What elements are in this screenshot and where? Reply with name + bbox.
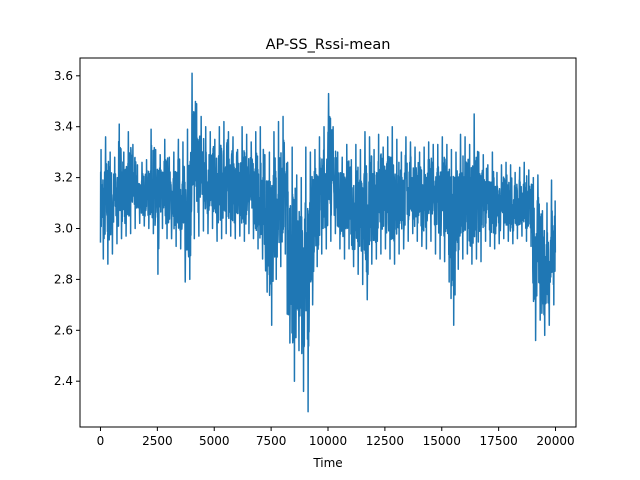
x-tick-label: 20000 — [536, 434, 574, 448]
x-tick-label: 2500 — [142, 434, 173, 448]
y-tick-label: 3.6 — [54, 69, 73, 83]
y-tick-label: 3.2 — [54, 171, 73, 185]
x-axis-label: Time — [312, 456, 342, 470]
y-tick-label: 2.4 — [54, 374, 73, 388]
y-tick-label: 3.0 — [54, 222, 73, 236]
x-tick-label: 17500 — [480, 434, 518, 448]
series-layer — [99, 72, 557, 413]
x-axis: 0 2500 5000 7500 10000 12500 15000 17500 20000 — [97, 427, 575, 448]
series-line-0 — [99, 72, 557, 413]
x-tick-label: 5000 — [199, 434, 230, 448]
x-tick-label: 0 — [97, 434, 105, 448]
x-tick-label: 10000 — [309, 434, 347, 448]
y-tick-label: 2.6 — [54, 323, 73, 337]
x-tick-label: 12500 — [366, 434, 404, 448]
y-axis: 2.4 2.6 2.8 3.0 3.2 3.4 3.6 — [54, 69, 80, 388]
y-tick-label: 2.8 — [54, 272, 73, 286]
y-tick-label: 3.4 — [54, 120, 73, 134]
x-tick-label: 15000 — [423, 434, 461, 448]
chart-title: AP-SS_Rssi-mean — [266, 37, 391, 53]
x-tick-label: 7500 — [256, 434, 287, 448]
